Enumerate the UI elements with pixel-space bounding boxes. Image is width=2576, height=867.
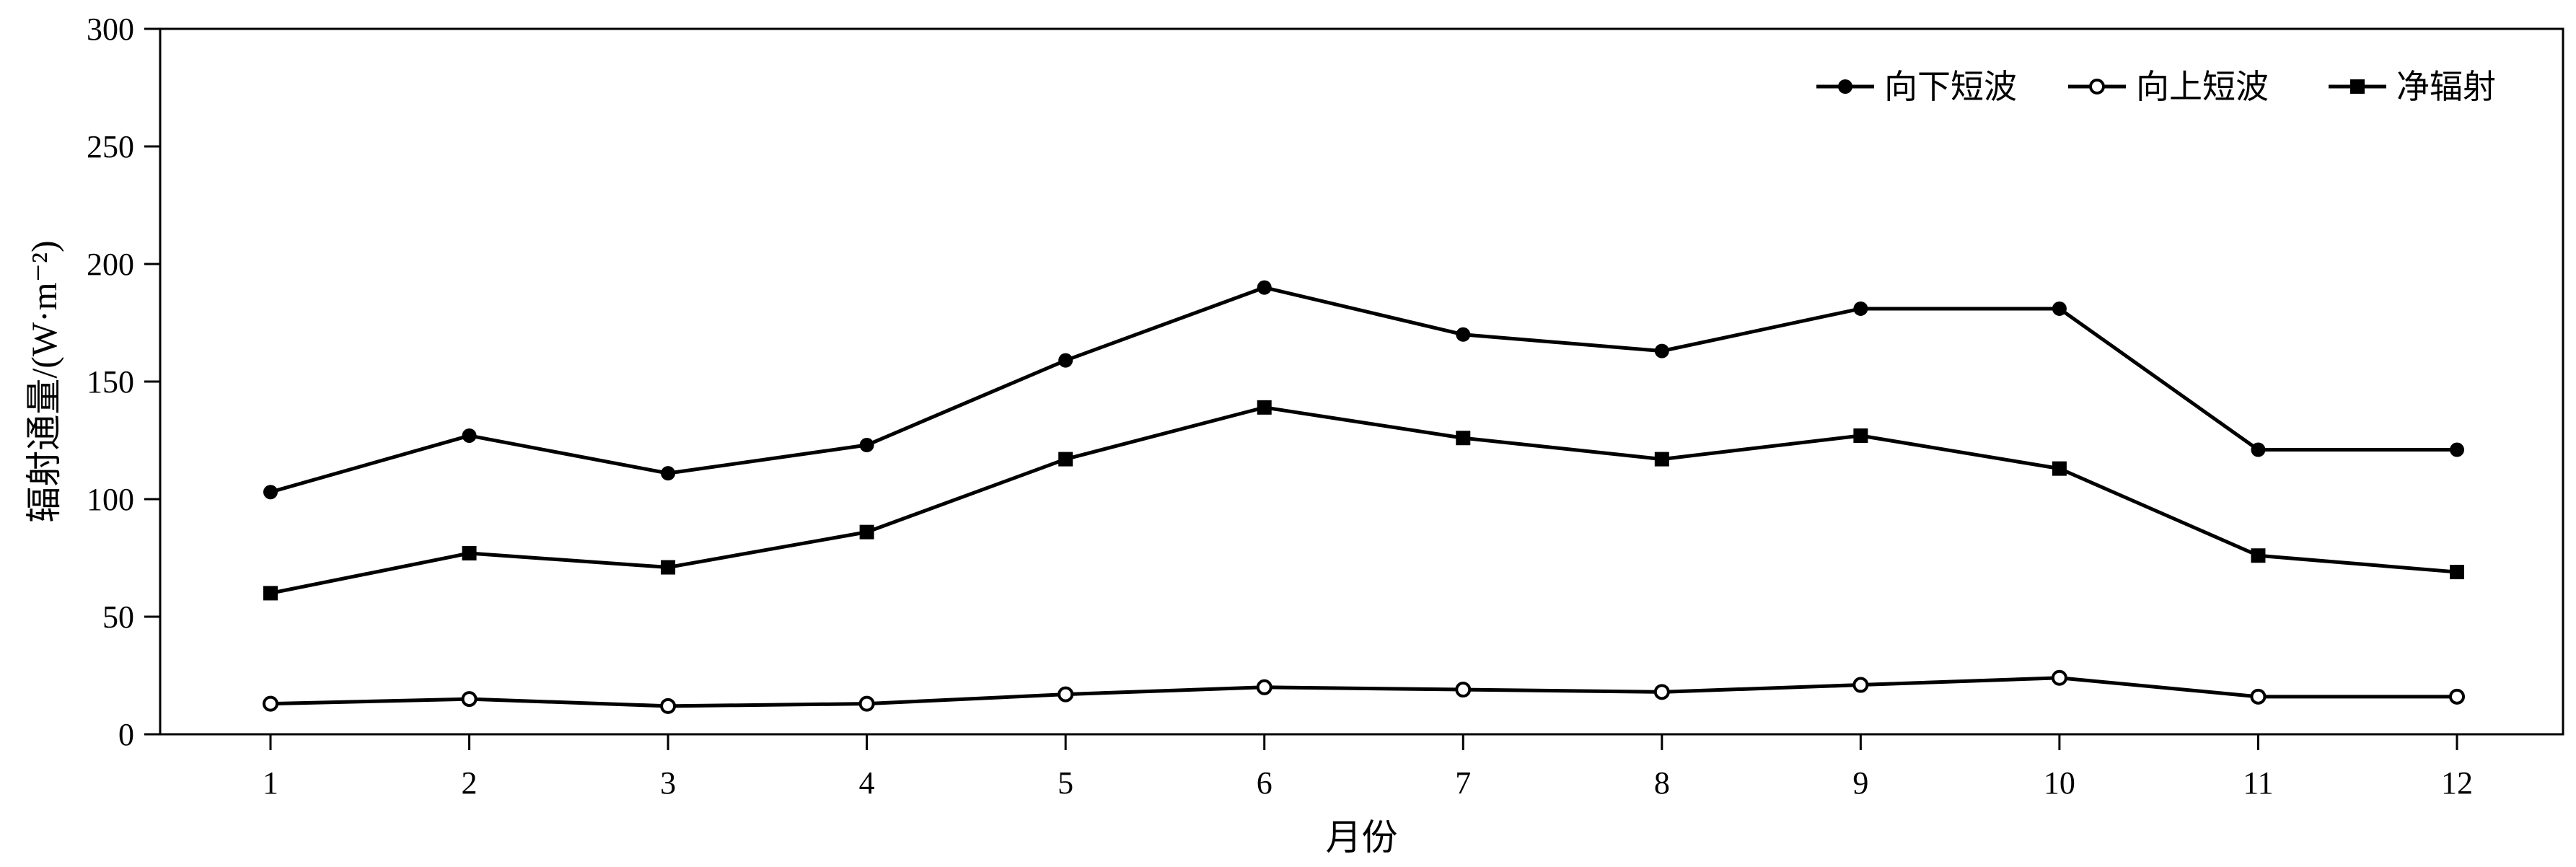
y-axis-title: 辐射通量/(W·m⁻²) bbox=[24, 240, 64, 522]
x-tick-label: 4 bbox=[859, 765, 875, 801]
legend-label: 向下短波 bbox=[1884, 69, 2017, 105]
y-tick-label: 0 bbox=[118, 717, 134, 752]
x-tick-label: 8 bbox=[1654, 765, 1670, 801]
x-tick-label: 10 bbox=[2044, 765, 2075, 801]
y-tick-label: 250 bbox=[87, 129, 134, 164]
data-point bbox=[2450, 442, 2464, 457]
data-point bbox=[2052, 301, 2067, 316]
series-line bbox=[270, 676, 2457, 708]
series-layer bbox=[263, 280, 2465, 714]
data-point bbox=[661, 560, 676, 575]
data-point bbox=[661, 466, 676, 481]
x-tick-label: 11 bbox=[2243, 765, 2273, 801]
y-tick-label: 200 bbox=[87, 247, 134, 282]
y-tick-label: 150 bbox=[87, 364, 134, 400]
legend-item: 向下短波 bbox=[1816, 69, 2017, 105]
data-point bbox=[2251, 442, 2266, 457]
x-tick-label: 6 bbox=[1257, 765, 1272, 801]
data-point bbox=[263, 586, 278, 601]
x-tick-label: 3 bbox=[660, 765, 676, 801]
data-point bbox=[462, 428, 477, 443]
y-tick-label: 100 bbox=[87, 482, 134, 517]
series-line bbox=[270, 405, 2458, 595]
data-point bbox=[660, 697, 677, 714]
data-point bbox=[1654, 452, 1669, 467]
legend-marker bbox=[1838, 79, 1852, 94]
x-tick-label: 9 bbox=[1852, 765, 1868, 801]
data-point bbox=[2052, 461, 2067, 476]
legend-label: 净辐射 bbox=[2396, 69, 2496, 105]
data-point bbox=[1852, 677, 1869, 693]
data-point bbox=[859, 438, 874, 453]
data-point bbox=[1654, 343, 1669, 358]
series-1 bbox=[263, 280, 2464, 500]
data-point bbox=[1853, 428, 1868, 443]
data-point bbox=[1058, 686, 1074, 703]
data-point bbox=[2449, 688, 2465, 705]
x-tick-label: 2 bbox=[462, 765, 478, 801]
legend-marker bbox=[2089, 79, 2105, 94]
data-point bbox=[461, 691, 478, 708]
data-point bbox=[2251, 548, 2266, 563]
data-point bbox=[1853, 301, 1868, 316]
data-point bbox=[462, 545, 477, 560]
data-point bbox=[858, 695, 875, 712]
legend-item: 净辐射 bbox=[2329, 69, 2496, 105]
data-point bbox=[1257, 280, 1272, 295]
series-line bbox=[270, 286, 2457, 494]
series-3 bbox=[263, 400, 2464, 601]
plot-frame bbox=[159, 27, 2564, 736]
data-point bbox=[2250, 688, 2267, 705]
y-tick-label: 300 bbox=[87, 12, 134, 47]
legend-label: 向上短波 bbox=[2136, 69, 2269, 105]
y-tick-label: 50 bbox=[102, 599, 134, 635]
x-tick-label: 7 bbox=[1455, 765, 1471, 801]
data-point bbox=[1058, 452, 1073, 467]
x-axis-title: 月份 bbox=[1326, 817, 1398, 858]
data-point bbox=[859, 524, 874, 540]
data-point bbox=[1456, 327, 1471, 342]
series-2 bbox=[263, 669, 2465, 714]
legend-marker bbox=[2350, 79, 2365, 94]
data-point bbox=[263, 695, 278, 712]
data-point bbox=[2450, 565, 2464, 580]
x-tick-label: 1 bbox=[263, 765, 278, 801]
data-point bbox=[1455, 682, 1472, 698]
data-point bbox=[1256, 679, 1272, 695]
x-tick-label: 5 bbox=[1058, 765, 1073, 801]
data-point bbox=[1456, 431, 1471, 446]
data-point bbox=[1058, 353, 1073, 368]
data-point bbox=[1653, 684, 1670, 700]
data-point bbox=[2051, 669, 2067, 686]
x-tick-label: 12 bbox=[2441, 765, 2473, 801]
data-point bbox=[1257, 400, 1272, 415]
legend: 向下短波 向上短波 净辐射 bbox=[1816, 69, 2496, 105]
legend-item: 向上短波 bbox=[2068, 69, 2269, 105]
data-point bbox=[263, 485, 278, 500]
